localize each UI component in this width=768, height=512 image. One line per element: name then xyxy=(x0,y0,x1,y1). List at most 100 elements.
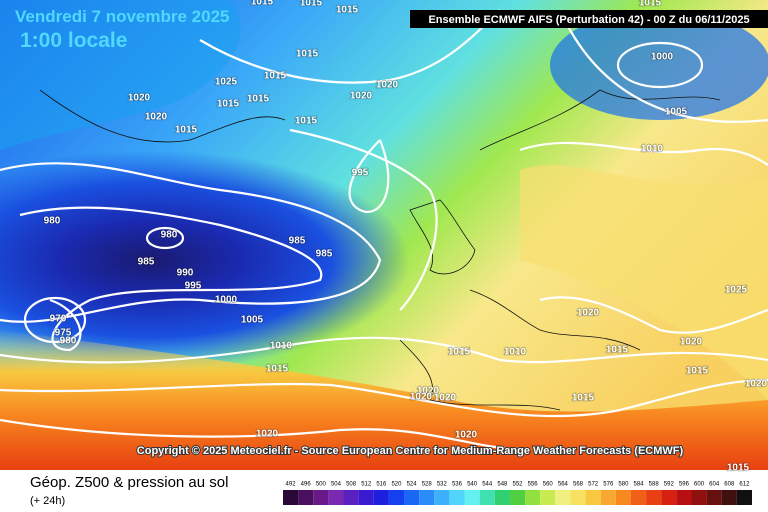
coastlines xyxy=(39,89,721,411)
isobar xyxy=(0,418,521,452)
isobar-label: 1000 xyxy=(651,52,674,63)
isobar-label: 995 xyxy=(352,168,369,179)
legend-label: 500 xyxy=(316,482,327,488)
legend-label: 504 xyxy=(331,482,342,488)
legend-label: 496 xyxy=(301,482,312,488)
arctic-field xyxy=(0,0,241,150)
legend-label: 556 xyxy=(528,482,539,488)
legend-label: 580 xyxy=(618,482,629,488)
legend-label: 536 xyxy=(452,482,463,488)
isobar-label: 1025 xyxy=(215,77,238,88)
isobar-label: 1015 xyxy=(264,71,287,82)
legend-label: 540 xyxy=(467,482,478,488)
model-banner xyxy=(410,10,768,28)
legend-label: 564 xyxy=(558,482,569,488)
footer-title: Géop. Z500 & pression au sol xyxy=(30,474,228,491)
legend-label: 596 xyxy=(679,482,690,488)
legend-label: 560 xyxy=(543,482,554,488)
isobar-label: 1015 xyxy=(606,345,629,356)
isobar-label: 1020 xyxy=(145,112,168,123)
legend-label: 524 xyxy=(407,482,418,488)
legend-swatch xyxy=(555,490,571,505)
footer: Géop. Z500 & pression au sol (+ 24h) 492… xyxy=(30,474,752,507)
isobar xyxy=(539,296,768,334)
legend-label: 548 xyxy=(497,482,508,488)
legend-label: 528 xyxy=(422,482,433,488)
legend-swatch xyxy=(691,490,707,505)
isobar-label: 1010 xyxy=(270,341,293,352)
isobar-label: 1020 xyxy=(577,308,600,319)
isobar-label: 1020 xyxy=(417,386,440,397)
isobar-label: 1015 xyxy=(336,5,359,16)
legend-swatch xyxy=(494,490,510,505)
footer-subtitle: (+ 24h) xyxy=(30,495,65,507)
isobar-label: 975 xyxy=(55,328,72,339)
legend-swatch xyxy=(736,490,752,505)
isobar-label: 1015 xyxy=(217,99,240,110)
isobar xyxy=(0,162,382,323)
time-label: 1:00 locale xyxy=(20,29,127,52)
legend-swatch xyxy=(525,490,541,505)
legend-swatch xyxy=(419,490,435,505)
legend-label: 492 xyxy=(286,482,297,488)
isobar xyxy=(23,296,87,344)
legend-label: 604 xyxy=(709,482,720,488)
isobar-label: 1015 xyxy=(247,94,270,105)
isobar xyxy=(558,9,768,123)
isobar xyxy=(19,206,323,352)
legend-swatch xyxy=(328,490,344,505)
legend-swatch xyxy=(721,490,737,505)
legend-label: 588 xyxy=(649,482,660,488)
high-field xyxy=(520,165,768,400)
isobar xyxy=(519,141,768,166)
model-label: Ensemble ECMWF AIFS (Perturbation 42) - … xyxy=(428,14,749,26)
isobar-label: 1020 xyxy=(410,392,433,403)
isobar-label: 1020 xyxy=(350,91,373,102)
legend-label: 544 xyxy=(482,482,493,488)
legend-swatch xyxy=(570,490,586,505)
legend-swatch xyxy=(479,490,495,505)
isobar-label: 1020 xyxy=(256,429,279,440)
greenland-coast xyxy=(39,89,286,143)
isobar-label: 990 xyxy=(177,268,194,279)
legend-swatch xyxy=(388,490,405,505)
isobar-label: 1015 xyxy=(639,0,662,9)
legend-label: 612 xyxy=(739,482,750,488)
legend-label: 552 xyxy=(512,482,523,488)
british-isles xyxy=(409,199,476,275)
legend-swatch xyxy=(585,490,601,505)
legend-label: 508 xyxy=(346,482,357,488)
isobar xyxy=(348,139,390,213)
isobar-label: 1020 xyxy=(680,337,703,348)
isobar-label: 1015 xyxy=(251,0,274,8)
legend-label: 572 xyxy=(588,482,599,488)
legend-label: 520 xyxy=(391,482,402,488)
legend-swatch xyxy=(404,490,420,505)
legend-swatch xyxy=(676,490,692,505)
legend-label: 576 xyxy=(603,482,614,488)
legend-label: 600 xyxy=(694,482,705,488)
isobar-label: 995 xyxy=(185,281,202,292)
isobar xyxy=(616,41,704,89)
legend-swatch xyxy=(358,490,374,505)
legend-swatch xyxy=(509,490,526,505)
isobar-label: 1005 xyxy=(241,315,264,326)
legend-swatch xyxy=(298,490,314,505)
isobar-label: 1000 xyxy=(215,295,238,306)
isobar xyxy=(145,226,185,250)
legend-swatch xyxy=(615,490,631,505)
isobar-label: 1015 xyxy=(448,347,471,358)
legend-label: 592 xyxy=(664,482,675,488)
isobar-label: 1020 xyxy=(745,379,768,390)
legend-label: 584 xyxy=(634,482,645,488)
legend-swatch xyxy=(283,490,299,505)
legend-label: 608 xyxy=(724,482,735,488)
isobar xyxy=(199,9,501,84)
low-pressure-field xyxy=(0,150,410,370)
isobar-label: 1015 xyxy=(295,116,318,127)
legend-label: 532 xyxy=(437,482,448,488)
isobar-label: 1010 xyxy=(641,144,664,155)
isobar-label: 1025 xyxy=(725,285,748,296)
